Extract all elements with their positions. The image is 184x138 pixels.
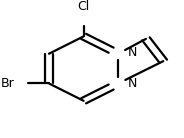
- Text: Br: Br: [1, 77, 14, 90]
- Text: N: N: [128, 77, 137, 90]
- Text: N: N: [128, 46, 137, 59]
- Text: Cl: Cl: [77, 0, 90, 13]
